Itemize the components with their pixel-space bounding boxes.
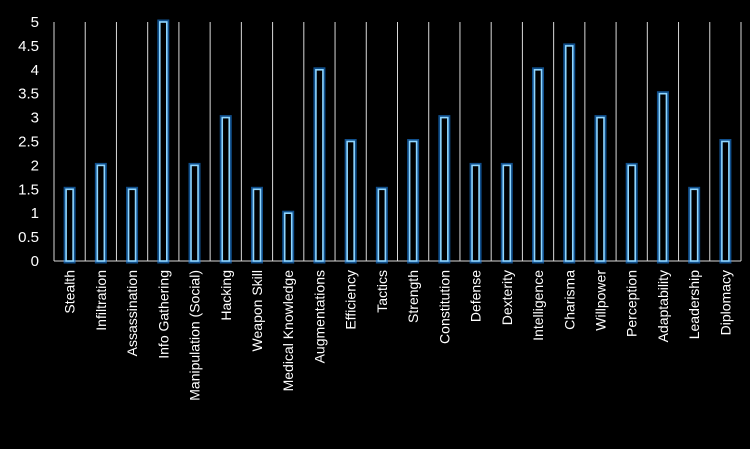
y-tick-label: 3.5 — [18, 86, 39, 103]
x-tick-label: Perception — [624, 270, 640, 337]
bar — [721, 140, 730, 262]
bar — [377, 188, 387, 262]
x-tick-label: Info Gathering — [155, 270, 171, 359]
bar — [346, 140, 355, 262]
x-tick-label: Intelligence — [530, 270, 546, 341]
bar — [127, 188, 137, 262]
bar — [440, 116, 449, 262]
y-tick-label: 3 — [31, 110, 39, 127]
bar — [627, 164, 637, 262]
x-tick-label: Assassination — [124, 270, 140, 356]
bar — [221, 116, 231, 262]
y-axis-tick-labels: 0 0.5 1 1.5 2 2.5 3 3.5 4 4.5 5 — [18, 14, 39, 270]
y-tick-label: 4.5 — [18, 38, 39, 55]
x-tick-label: Dexterity — [499, 270, 515, 325]
x-tick-label: Adaptability — [655, 270, 671, 342]
x-tick-label: Willpower — [592, 270, 608, 331]
x-tick-label: Diplomacy — [717, 270, 733, 335]
x-tick-label: Tactics — [374, 270, 390, 313]
bar — [315, 69, 324, 262]
x-tick-label: Strength — [405, 270, 421, 323]
bar — [564, 45, 574, 262]
x-tick-label: Stealth — [62, 270, 78, 314]
x-tick-label: Medical Knowledge — [280, 270, 296, 392]
y-tick-label: 1 — [31, 205, 39, 222]
x-tick-label: Defense — [468, 270, 484, 322]
bar — [65, 188, 74, 262]
bar — [408, 140, 418, 262]
bar — [596, 116, 605, 262]
y-tick-label: 5 — [31, 14, 39, 31]
bar — [283, 212, 293, 262]
y-tick-label: 4 — [31, 62, 39, 79]
bar — [502, 164, 512, 262]
y-tick-label: 1.5 — [18, 181, 39, 198]
bar — [533, 69, 543, 262]
x-tick-label: Weapon Skill — [249, 270, 265, 351]
bar — [158, 21, 168, 262]
y-tick-label: 2.5 — [18, 134, 39, 151]
bar-series — [63, 19, 732, 264]
x-axis-tick-labels: Stealth Infiltration Assassination Info Gat… — [62, 270, 734, 401]
x-tick-label: Leadership — [686, 270, 702, 339]
x-tick-label: Efficiency — [343, 270, 359, 330]
x-tick-label: Manipulation (Social) — [187, 270, 203, 401]
grid-lines — [53, 22, 742, 261]
bar — [96, 164, 106, 262]
y-tick-label: 0 — [31, 253, 39, 270]
y-tick-label: 0.5 — [18, 229, 39, 246]
x-tick-label: Infiltration — [93, 270, 109, 331]
bar — [658, 92, 668, 262]
x-tick-label: Charisma — [561, 270, 577, 330]
x-tick-label: Constitution — [436, 270, 452, 344]
bar — [471, 164, 480, 262]
x-tick-label: Augmentations — [311, 270, 327, 363]
bar — [689, 188, 699, 262]
bar — [252, 188, 262, 262]
x-tick-label: Hacking — [218, 270, 234, 321]
y-tick-label: 2 — [31, 157, 39, 174]
bar — [190, 164, 199, 262]
